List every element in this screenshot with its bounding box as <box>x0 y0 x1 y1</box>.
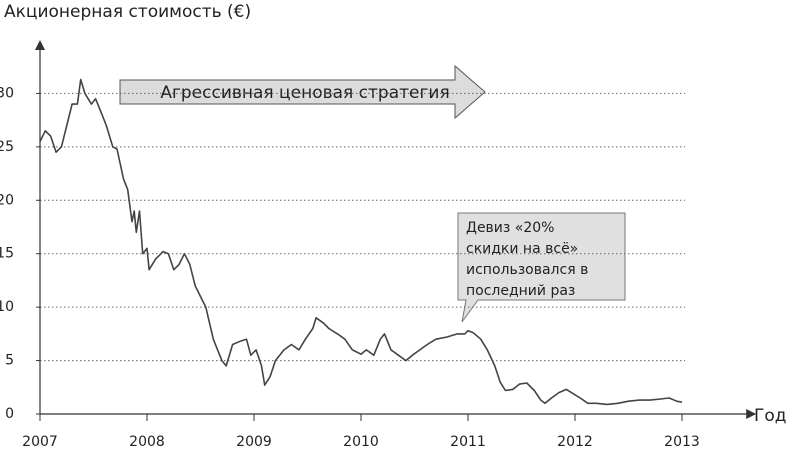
y-axis-arrow <box>35 40 45 50</box>
x-tick-label: 2008 <box>129 434 165 450</box>
x-tick-label: 2009 <box>236 434 272 450</box>
x-tick-label: 2007 <box>22 434 58 450</box>
x-tick-label: 2011 <box>450 434 486 450</box>
y-tick-label: 10 <box>0 299 14 315</box>
y-tick-label: 15 <box>0 246 14 262</box>
strategy-arrow <box>119 64 486 120</box>
y-tick-label: 0 <box>5 406 14 422</box>
price-line <box>39 78 683 406</box>
y-tick-label: 25 <box>0 139 14 155</box>
x-axis-arrow <box>746 409 757 419</box>
x-tick-label: 2013 <box>664 434 700 450</box>
callout-line: скидки на всё» <box>466 241 578 257</box>
y-tick-label: 20 <box>0 192 14 208</box>
x-tick-label: 2012 <box>557 434 593 450</box>
callout-line: последний раз <box>466 283 575 299</box>
callout-line: Девиз «20% <box>466 220 554 236</box>
x-tick-label: 2010 <box>343 434 379 450</box>
y-tick-label: 5 <box>5 353 14 369</box>
callout-box <box>457 212 626 323</box>
x-axis-label: Год <box>754 406 787 426</box>
y-tick-label: 30 <box>0 85 14 101</box>
callout-line: использовался в <box>466 262 588 278</box>
y-axis-label: Акционерная стоимость (€) <box>4 2 251 22</box>
